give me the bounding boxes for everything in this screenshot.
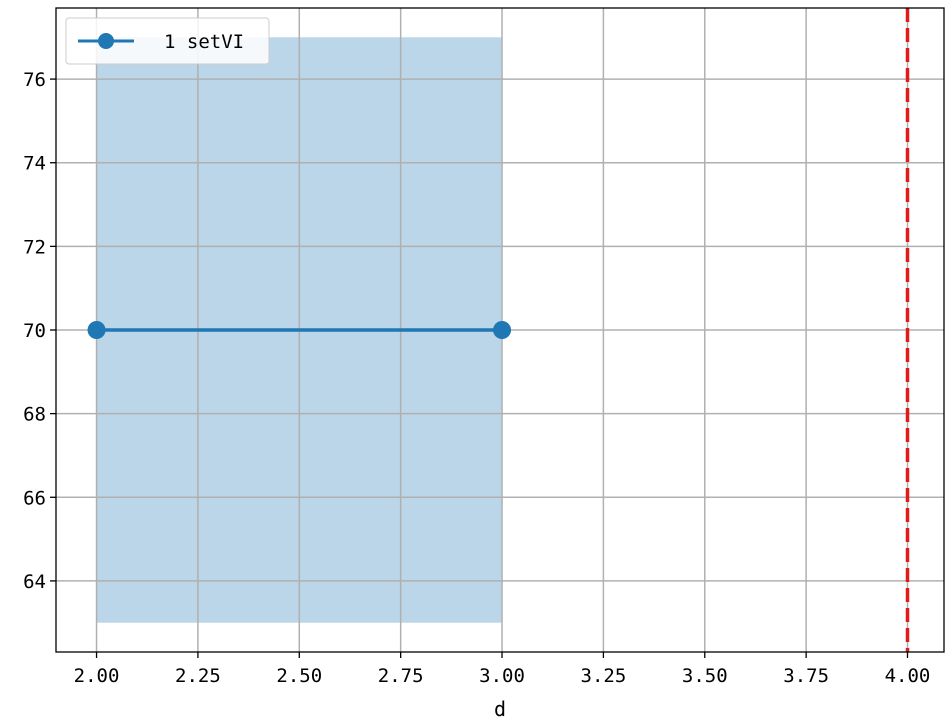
legend-series-marker bbox=[98, 33, 114, 49]
series-point bbox=[88, 321, 106, 339]
x-tick-label: 3.50 bbox=[682, 665, 728, 687]
x-tick-label: 3.75 bbox=[783, 665, 829, 687]
x-tick-label: 3.00 bbox=[479, 665, 525, 687]
y-tick-label: 74 bbox=[23, 153, 46, 175]
y-tick-label: 66 bbox=[23, 487, 46, 509]
y-tick-label: 70 bbox=[23, 320, 46, 342]
x-tick-label: 2.25 bbox=[175, 665, 221, 687]
legend: 1 setVI bbox=[66, 18, 269, 64]
y-tick-label: 72 bbox=[23, 236, 46, 258]
series-point bbox=[493, 321, 511, 339]
x-tick-label: 2.00 bbox=[74, 665, 120, 687]
x-tick-label: 3.25 bbox=[581, 665, 627, 687]
x-tick-label: 4.00 bbox=[885, 665, 931, 687]
x-tick-label: 2.50 bbox=[276, 665, 322, 687]
x-axis-title: d bbox=[494, 697, 506, 721]
y-tick-label: 68 bbox=[23, 404, 46, 426]
x-tick-label: 2.75 bbox=[378, 665, 424, 687]
legend-series-label: 1 setVI bbox=[164, 31, 244, 53]
y-tick-label: 64 bbox=[23, 571, 46, 593]
y-tick-label: 76 bbox=[23, 69, 46, 91]
